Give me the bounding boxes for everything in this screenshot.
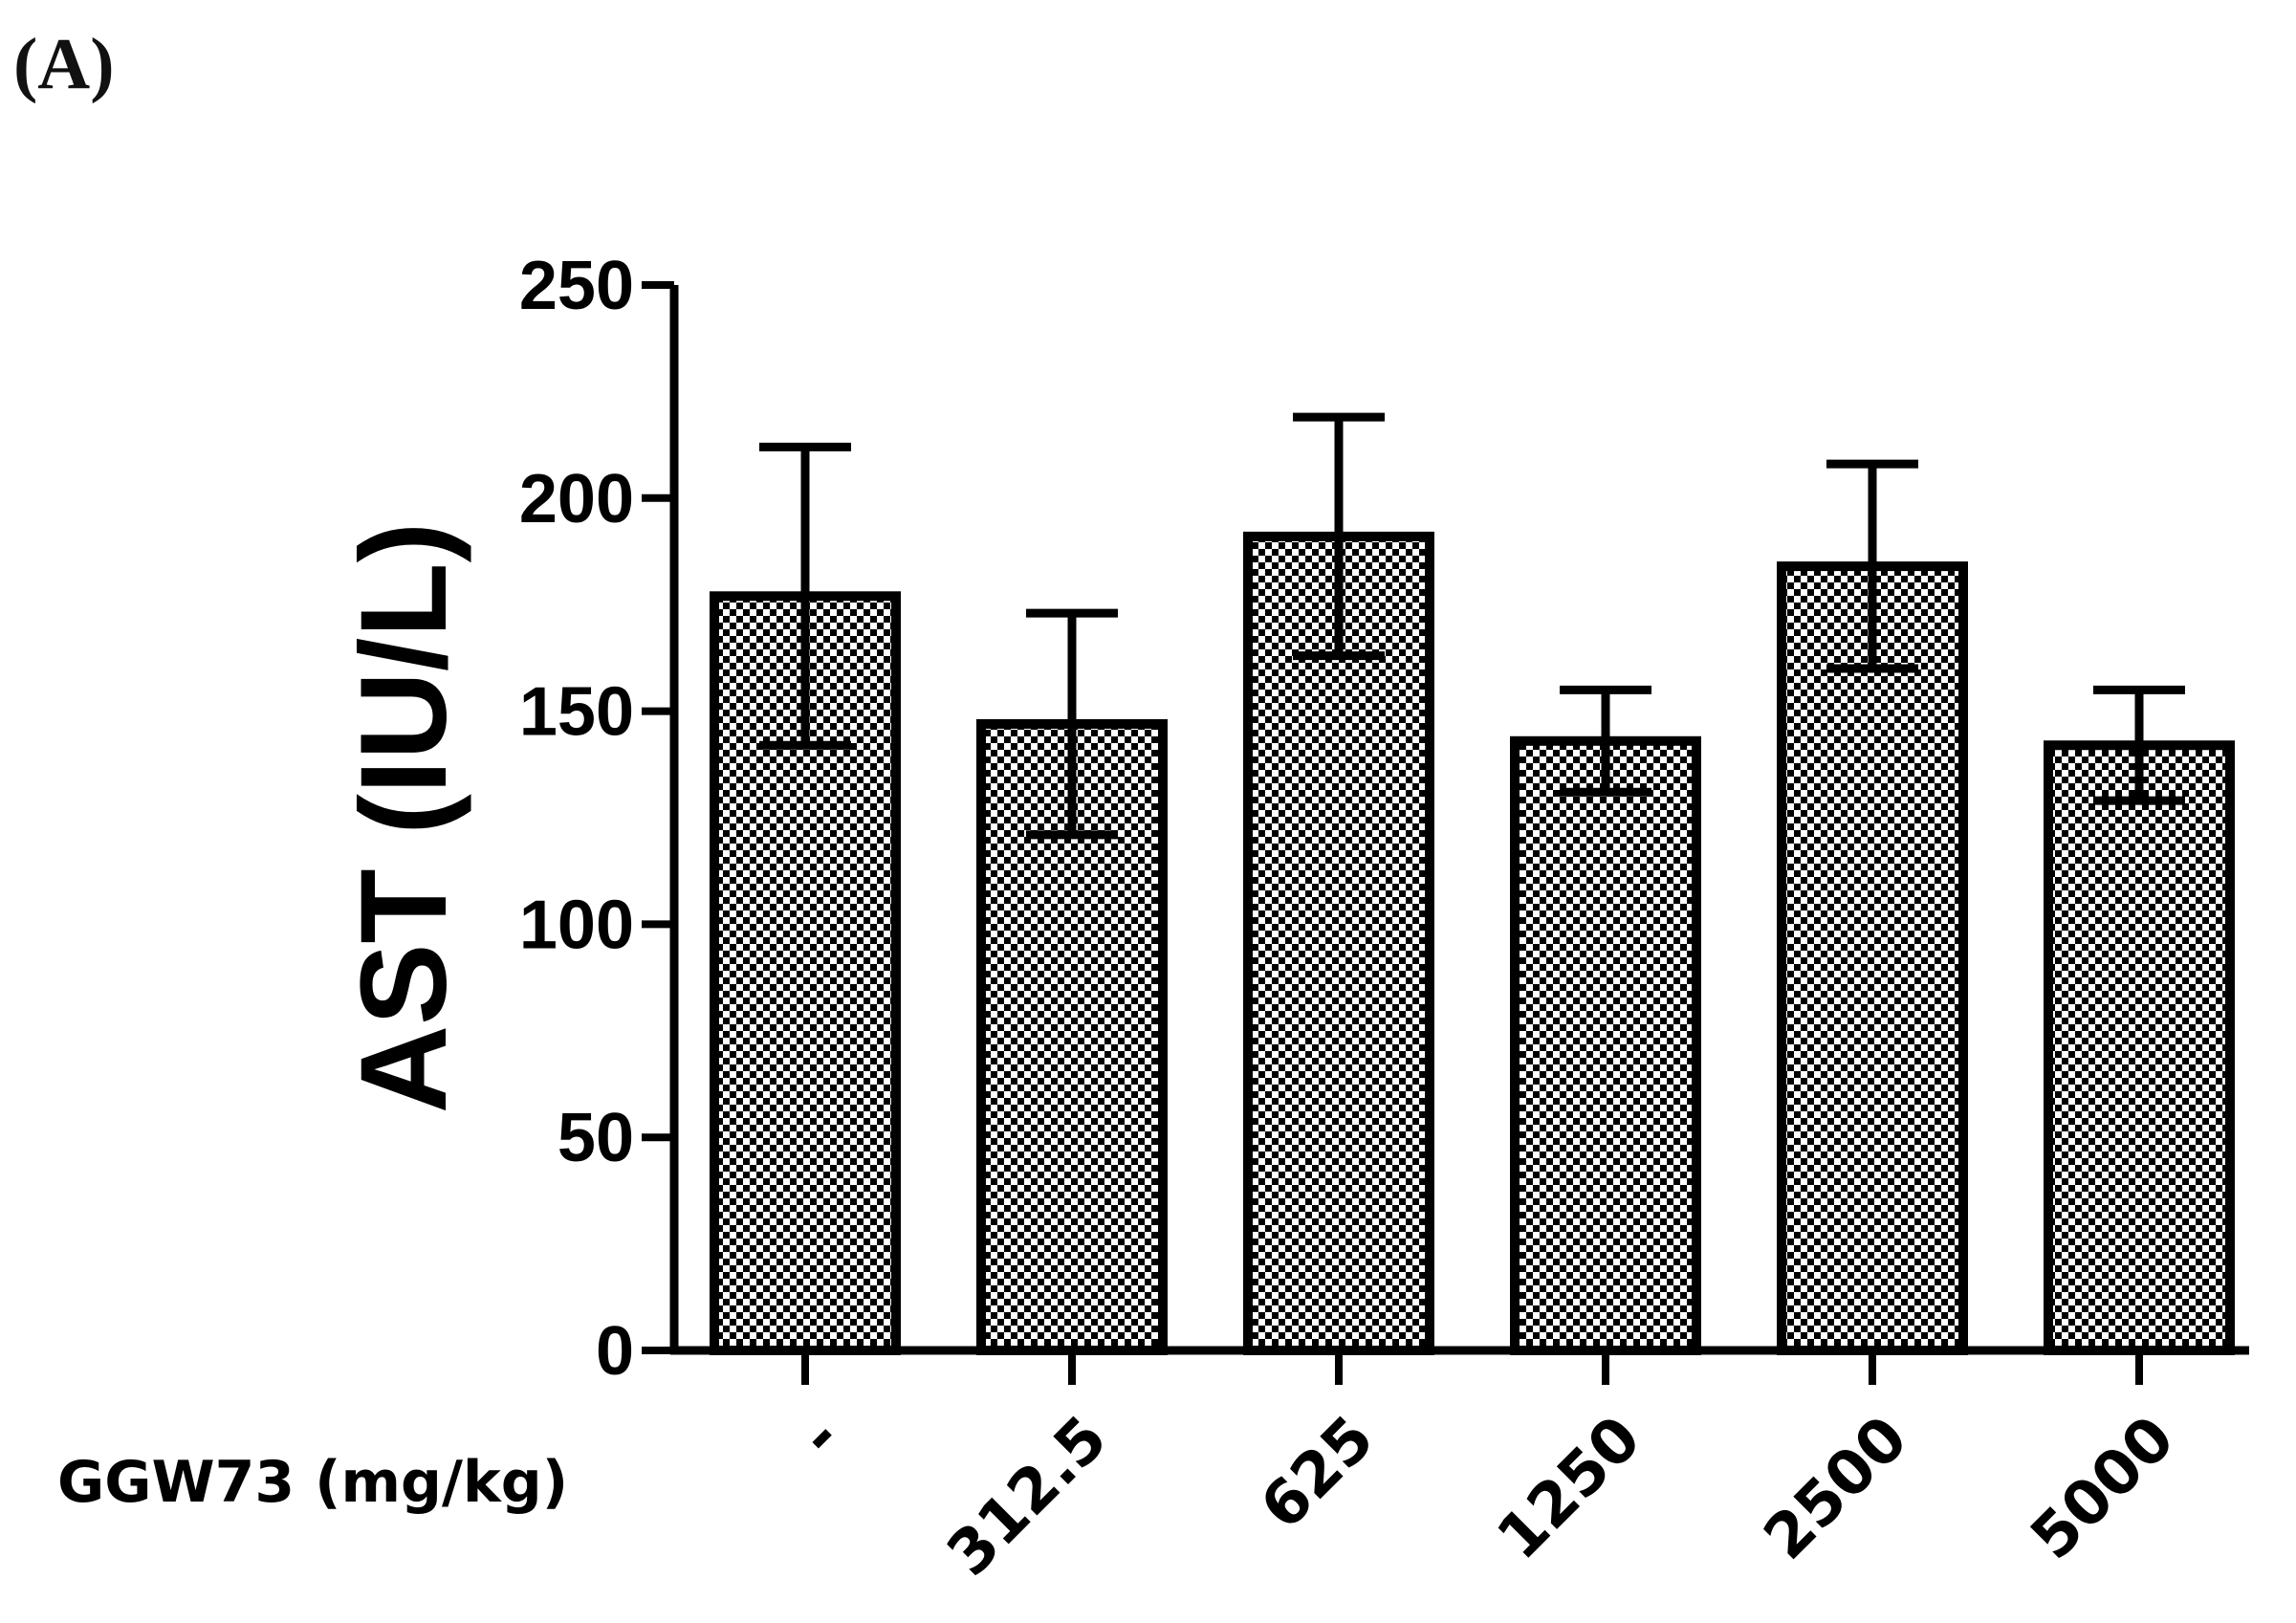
x-tick-label: 1250 xyxy=(1484,1403,1654,1573)
y-tick-label: 200 xyxy=(519,461,634,537)
x-tick-label: 625 xyxy=(1248,1403,1389,1544)
bar xyxy=(1510,735,1701,1355)
y-tick-label: 150 xyxy=(519,674,634,751)
y-tick-label: 250 xyxy=(519,248,634,324)
bar xyxy=(2044,740,2235,1355)
y-tick-label: 50 xyxy=(558,1100,634,1176)
plot-area: 0 50 100 150 200 250 - 312.5 625 1250 2500 5000 xyxy=(519,248,2249,1590)
x-axis-label: GGW73 (mg/kg) xyxy=(57,1449,568,1516)
y-tick-label: 100 xyxy=(519,887,634,963)
panel-label: (A) xyxy=(13,24,115,104)
y-tick-label: 0 xyxy=(596,1313,634,1390)
x-tick-label: 312.5 xyxy=(934,1403,1121,1590)
x-tick-label: 2500 xyxy=(1751,1403,1921,1573)
x-tick-label: 5000 xyxy=(2018,1403,2188,1573)
bar xyxy=(1777,561,1968,1355)
x-tick-label: - xyxy=(786,1403,854,1471)
y-axis-label: AST (IU/L) xyxy=(336,522,472,1114)
